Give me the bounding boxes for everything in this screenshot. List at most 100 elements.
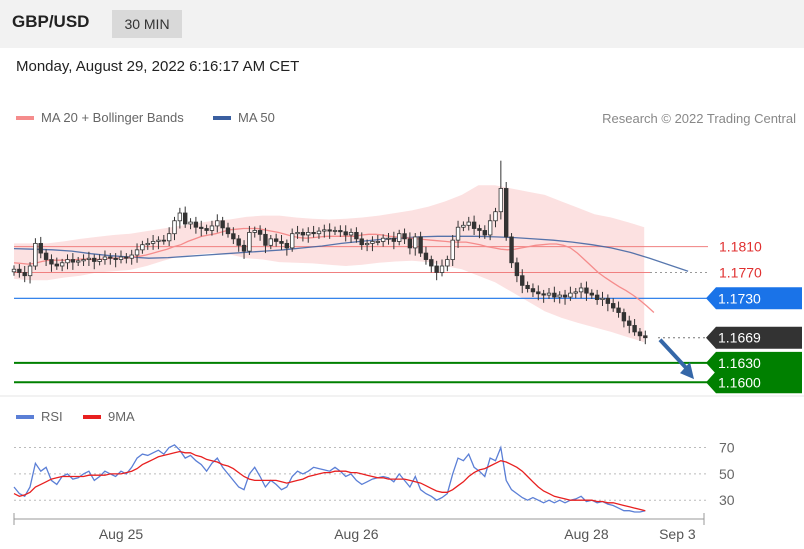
rsi-ma9-line bbox=[13, 450, 646, 512]
candle-body bbox=[11, 268, 17, 273]
candle-body bbox=[27, 265, 33, 277]
candle-body bbox=[311, 231, 316, 235]
candle-body bbox=[471, 221, 477, 229]
candle-body bbox=[503, 188, 509, 238]
level-1-1600-label: 1.1600 bbox=[718, 374, 761, 390]
candle-body bbox=[43, 252, 49, 260]
candle-body bbox=[129, 254, 134, 259]
candle-body bbox=[161, 239, 166, 242]
candle-body bbox=[322, 229, 327, 232]
candle-body bbox=[380, 237, 386, 242]
candle-body bbox=[455, 226, 461, 241]
candle-body bbox=[108, 256, 113, 259]
level-1-1730-tag bbox=[706, 287, 802, 310]
bollinger-band-area bbox=[14, 185, 645, 343]
level-1-1669-tag bbox=[706, 326, 802, 349]
candle-body bbox=[54, 263, 59, 267]
candle-body bbox=[429, 259, 434, 267]
candle-body bbox=[33, 242, 38, 267]
candle-body bbox=[252, 230, 257, 233]
candle-body bbox=[338, 230, 343, 233]
rsi-tick-70: 70 bbox=[719, 440, 735, 456]
candle-body bbox=[188, 221, 193, 225]
candle-body bbox=[300, 231, 306, 236]
candle-body bbox=[257, 230, 263, 235]
candle-body bbox=[594, 294, 600, 301]
candle-body bbox=[76, 260, 81, 263]
candle-body bbox=[477, 228, 482, 231]
candle-body bbox=[92, 257, 97, 262]
candle-body bbox=[102, 256, 108, 260]
candle-body bbox=[611, 303, 616, 309]
rsi-tick-50: 50 bbox=[719, 466, 735, 482]
candle-body bbox=[182, 212, 188, 225]
candle-body bbox=[616, 307, 621, 313]
candle-body bbox=[215, 220, 220, 227]
candle-body bbox=[498, 188, 504, 213]
candle-body bbox=[316, 230, 322, 235]
candle-body bbox=[118, 256, 124, 260]
candle-body bbox=[199, 226, 204, 229]
candle-body bbox=[530, 288, 536, 293]
forecast-arrow-shaft bbox=[658, 338, 692, 374]
level-1-1810-label: 1.1810 bbox=[719, 239, 762, 255]
rsi-legend-label: RSI bbox=[41, 409, 63, 424]
level-1-1770-label: 1.1770 bbox=[719, 264, 762, 280]
rsi-line bbox=[13, 444, 646, 513]
candle-body bbox=[562, 294, 568, 298]
candle-body bbox=[621, 312, 627, 322]
candle-body bbox=[589, 292, 594, 296]
candle-body bbox=[525, 284, 530, 290]
candle-body bbox=[552, 292, 557, 298]
candle-body bbox=[632, 325, 637, 333]
ma20-legend-label: MA 20 + Bollinger Bands bbox=[41, 110, 184, 125]
research-credit: Research © 2022 Trading Central bbox=[602, 111, 796, 126]
candle-body bbox=[546, 292, 552, 296]
candle-body bbox=[343, 231, 348, 236]
candle-body bbox=[65, 259, 70, 264]
candle-body bbox=[487, 220, 493, 236]
candle-body bbox=[541, 293, 546, 296]
candle-body bbox=[220, 220, 225, 229]
candle-body bbox=[22, 272, 27, 277]
candle-body bbox=[247, 231, 252, 252]
candle-body bbox=[289, 233, 295, 249]
candle-body bbox=[279, 241, 284, 244]
candle-body bbox=[177, 212, 183, 222]
candle-body bbox=[49, 259, 54, 265]
forecast-arrow-head bbox=[680, 362, 694, 380]
candle-body bbox=[134, 249, 140, 256]
candle-body bbox=[568, 292, 573, 298]
timeframe-badge[interactable]: 30 MIN bbox=[112, 10, 182, 38]
legend-ma20: MA 20 + Bollinger Bands bbox=[16, 110, 184, 125]
legend-ma50: MA 50 bbox=[213, 110, 275, 125]
legend-rsi: RSI bbox=[16, 409, 63, 424]
level-1-1730-label: 1.1730 bbox=[718, 290, 761, 306]
candle-body bbox=[450, 239, 455, 260]
candle-body bbox=[536, 291, 541, 295]
candle-body bbox=[370, 241, 375, 244]
x-tick-label: Aug 25 bbox=[99, 526, 144, 542]
candle-body bbox=[113, 257, 118, 260]
x-tick-label: Sep 3 bbox=[659, 526, 696, 542]
candle-body bbox=[402, 233, 407, 240]
candle-body bbox=[637, 331, 643, 337]
candle-body bbox=[156, 239, 161, 242]
candle-body bbox=[386, 237, 391, 240]
datetime-label: Monday, August 29, 2022 6:16:17 AM CET bbox=[16, 58, 300, 75]
candle-body bbox=[86, 257, 92, 260]
candle-body bbox=[375, 241, 380, 243]
legend-9ma: 9MA bbox=[83, 409, 135, 424]
currency-pair-title: GBP/USD bbox=[12, 12, 90, 31]
candles-group bbox=[11, 160, 648, 345]
candle-body bbox=[225, 227, 231, 235]
candle-body bbox=[391, 237, 397, 242]
rsi-tick-30: 30 bbox=[719, 492, 735, 508]
candle-body bbox=[423, 252, 429, 260]
candle-body bbox=[445, 259, 450, 267]
level-1-1669-label: 1.1669 bbox=[718, 330, 761, 346]
ma9-swatch bbox=[83, 414, 101, 419]
candle-body bbox=[364, 242, 370, 246]
candle-body bbox=[584, 287, 589, 294]
